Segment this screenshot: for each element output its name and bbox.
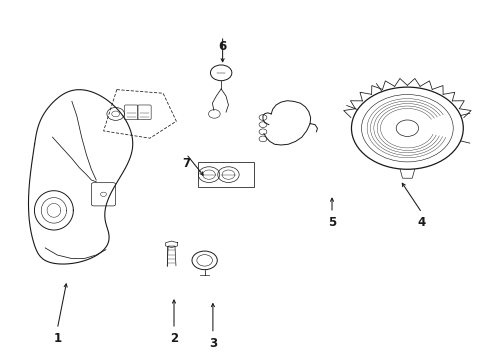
Text: 4: 4 <box>417 216 425 229</box>
Text: 6: 6 <box>218 40 226 53</box>
Text: 2: 2 <box>170 333 178 346</box>
Text: 3: 3 <box>208 337 217 350</box>
Text: 7: 7 <box>182 157 190 170</box>
Text: 1: 1 <box>53 333 61 346</box>
Text: 5: 5 <box>327 216 335 229</box>
